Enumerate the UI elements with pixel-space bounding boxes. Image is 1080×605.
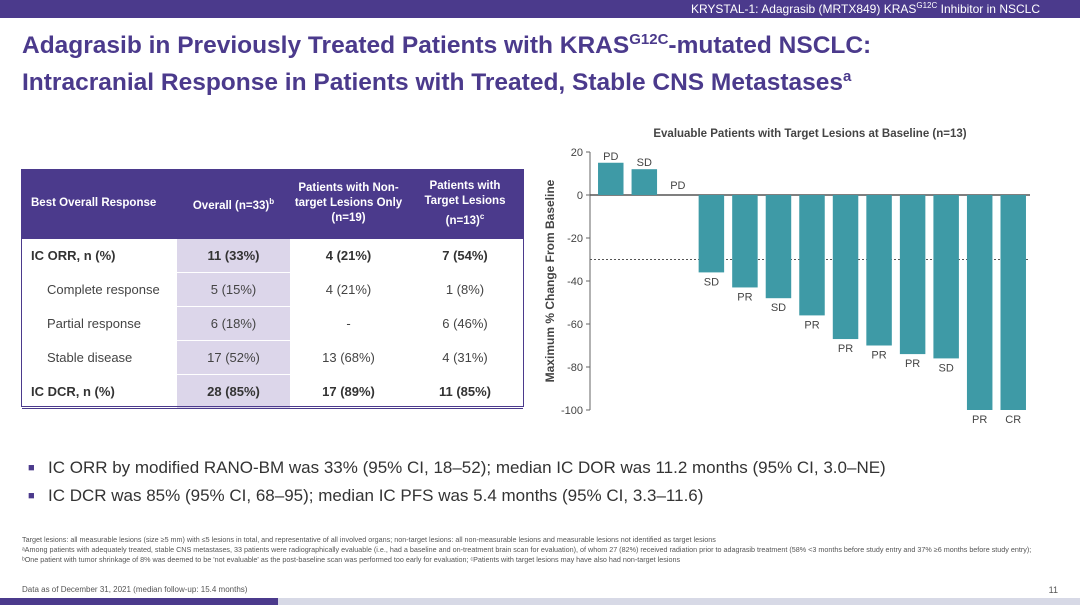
title-line-2: Intracranial Response in Patients with T… <box>22 61 1062 98</box>
y-tick-label: -80 <box>567 362 583 374</box>
y-tick-label: -40 <box>567 276 583 288</box>
chart-title: Evaluable Patients with Target Lesions a… <box>653 128 967 140</box>
footnotes: Target lesions: all measurable lesions (… <box>22 535 1042 565</box>
bar <box>966 195 993 410</box>
data-as-of: Data as of December 31, 2021 (median fol… <box>22 585 248 594</box>
bottom-bar-accent <box>0 598 278 605</box>
bar-label: SD <box>939 362 954 374</box>
table-row: IC ORR, n (%) 11 (33%) 4 (21%) 7 (54%) <box>22 237 523 273</box>
slide-title: Adagrasib in Previously Treated Patients… <box>22 24 1062 98</box>
header-sup: b <box>269 196 275 206</box>
y-tick-label: 0 <box>577 190 583 202</box>
bar <box>765 195 792 299</box>
top-banner <box>0 0 1080 18</box>
banner-sup: G12C <box>916 1 938 10</box>
bar-label: SD <box>704 276 719 288</box>
title-line-1: Adagrasib in Previously Treated Patients… <box>22 24 1062 61</box>
row-label: Partial response <box>22 306 177 341</box>
header-non-target: Patients with Non-target Lesions Only (n… <box>290 170 407 238</box>
title-line1-pre: Adagrasib in Previously Treated Patients… <box>22 32 630 60</box>
cell-target: 6 (46%) <box>407 306 523 341</box>
bar-label: PR <box>804 319 819 331</box>
cell-target: 4 (31%) <box>407 340 523 375</box>
table-row: Complete response 5 (15%) 4 (21%) 1 (8%) <box>22 272 523 307</box>
cell-overall: 5 (15%) <box>177 272 290 307</box>
bar-label: PR <box>972 414 987 426</box>
bullet-text: IC DCR was 85% (95% CI, 68–95); median I… <box>48 486 704 505</box>
title-line2-pre: Intracranial Response in Patients with T… <box>22 69 844 97</box>
cell-overall: 28 (85%) <box>177 374 290 409</box>
page-number: 11 <box>1048 585 1058 595</box>
bar <box>598 162 624 195</box>
bullet-square-icon: ■ <box>28 462 35 474</box>
table-header-row: Best Overall Response Overall (n=33)b Pa… <box>22 170 523 238</box>
bar-label: SD <box>771 302 786 314</box>
y-tick-label: 20 <box>571 147 583 159</box>
footnote-line: ᵃAmong patients with adequately treated,… <box>22 545 1032 564</box>
title-line1-post: -mutated NSCLC: <box>668 32 872 60</box>
bullet-item: ■ IC DCR was 85% (95% CI, 68–95); median … <box>28 484 886 512</box>
cell-non-target: 4 (21%) <box>290 237 407 273</box>
table-row: Partial response 6 (18%) - 6 (46%) <box>22 306 523 341</box>
bullet-item: ■ IC ORR by modified RANO-BM was 33% (95%… <box>28 456 886 484</box>
header-text: Patients with Non-target Lesions Only (n… <box>294 182 403 225</box>
bar <box>1000 195 1026 410</box>
table-row: IC DCR, n (%) 28 (85%) 17 (89%) 11 (85%) <box>22 374 523 409</box>
bar-label: PD <box>670 180 685 192</box>
footnote-line: Target lesions: all measurable lesions (… <box>22 535 716 544</box>
cell-non-target: 13 (68%) <box>290 340 407 375</box>
bar <box>933 195 959 359</box>
y-tick-label: -60 <box>567 319 583 331</box>
bar <box>899 195 926 355</box>
row-label: Stable disease <box>22 340 177 375</box>
cell-target: 7 (54%) <box>407 237 523 273</box>
header-best-overall-response: Best Overall Response <box>22 170 177 238</box>
table-row: Stable disease 17 (52%) 13 (68%) 4 (31%) <box>22 340 523 375</box>
header-sup: c <box>479 211 485 221</box>
cell-non-target: 4 (21%) <box>290 272 407 307</box>
cell-target: 11 (85%) <box>407 374 523 409</box>
bullet-square-icon: ■ <box>28 490 35 502</box>
header-overall: Overall (n=33)b <box>177 170 290 238</box>
y-axis-label: Maximum % Change From Baseline <box>543 179 557 382</box>
bar <box>732 195 758 288</box>
row-label: IC DCR, n (%) <box>22 374 177 409</box>
row-label: Complete response <box>22 272 177 307</box>
response-table: Best Overall Response Overall (n=33)b Pa… <box>22 170 523 409</box>
cell-overall: 17 (52%) <box>177 340 290 375</box>
bar-label: PR <box>905 358 920 370</box>
bar-label: CR <box>1005 414 1021 426</box>
cell-overall: 11 (33%) <box>177 237 290 273</box>
bar-label: SD <box>637 157 652 169</box>
bar <box>832 195 859 340</box>
cell-target: 1 (8%) <box>407 272 523 307</box>
y-tick-label: -20 <box>567 233 583 245</box>
title-line2-sup: a <box>843 68 852 86</box>
waterfall-chart: Maximum % Change From Baseline 20 0 -20 -40 -… <box>543 147 1030 426</box>
bar-label: PR <box>737 291 752 303</box>
bullet-text: IC ORR by modified RANO-BM was 33% (95% … <box>48 458 886 477</box>
bar-label: PR <box>871 350 886 362</box>
banner-prefix: KRYSTAL-1: Adagrasib (MRTX849) KRAS <box>690 2 917 16</box>
banner-text: KRYSTAL-1: Adagrasib (MRTX849) KRASG12C … <box>691 1 1040 16</box>
bar <box>866 195 892 346</box>
bar-label: PD <box>603 151 618 163</box>
row-label: IC ORR, n (%) <box>22 237 177 273</box>
banner-suffix: Inhibitor in NSCLC <box>937 2 1040 16</box>
bar <box>631 169 658 195</box>
y-tick-label: -100 <box>561 405 583 417</box>
bar <box>799 195 825 316</box>
header-text: Best Overall Response <box>31 197 157 210</box>
bullet-list: ■ IC ORR by modified RANO-BM was 33% (95%… <box>28 456 886 512</box>
bar <box>698 195 725 273</box>
header-target: Patients with Target Lesions (n=13)c <box>407 170 523 238</box>
cell-non-target: - <box>290 306 407 341</box>
title-line1-sup: G12C <box>629 31 669 48</box>
bottom-bar <box>0 598 1080 605</box>
cell-overall: 6 (18%) <box>177 306 290 341</box>
cell-non-target: 17 (89%) <box>290 374 407 409</box>
header-text: Patients with Target Lesions (n=13) <box>424 179 506 227</box>
bar-label: PR <box>838 343 853 355</box>
header-text: Overall (n=33) <box>192 199 270 212</box>
